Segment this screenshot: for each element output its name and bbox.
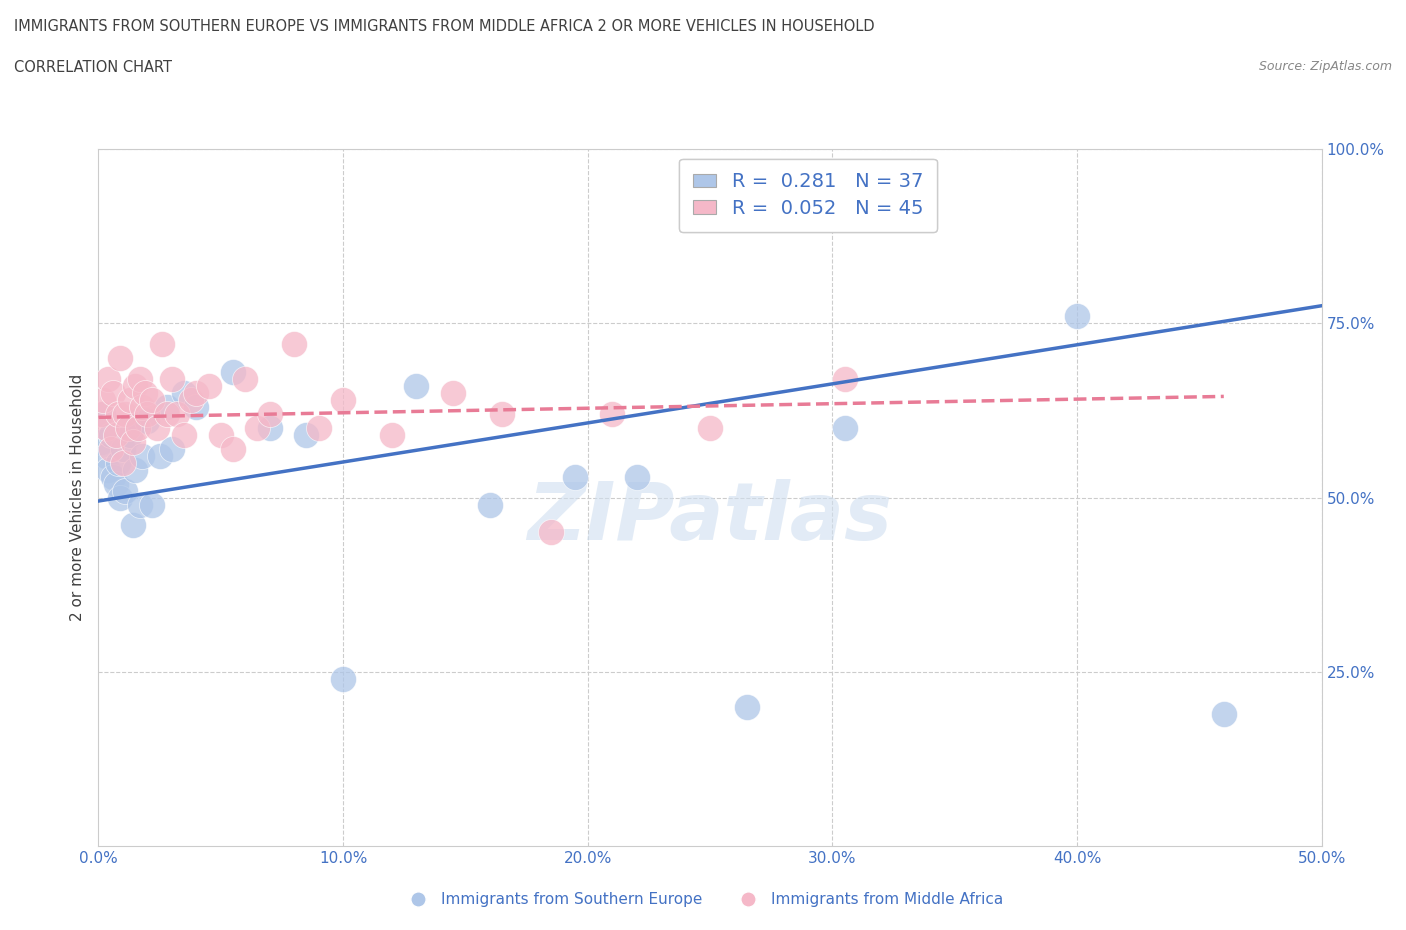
Point [540,525,562,540]
Point [129,371,152,387]
Point [1066,309,1088,324]
Point [478,498,501,512]
Point [150,337,173,352]
Point [197,379,219,393]
Point [283,337,305,352]
Point [233,371,256,387]
Point [222,442,245,457]
Point [141,392,163,407]
Point [120,428,142,443]
Point [117,420,139,435]
Point [110,490,132,505]
Point [146,420,169,435]
Point [114,484,136,498]
Point [117,420,139,435]
Point [131,448,153,463]
Point [104,428,127,443]
Text: Source: ZipAtlas.com: Source: ZipAtlas.com [1258,60,1392,73]
Point [222,365,245,379]
Point [141,498,163,512]
Point [124,379,146,393]
Legend: R =  0.281   N = 37, R =  0.052   N = 45: R = 0.281 N = 37, R = 0.052 N = 45 [679,158,936,232]
Point [134,386,156,401]
Point [156,406,179,421]
Point [107,456,129,471]
Legend: Immigrants from Southern Europe, Immigrants from Middle Africa: Immigrants from Southern Europe, Immigra… [396,886,1010,913]
Point [259,420,281,435]
Point [90,434,112,449]
Point [246,420,269,435]
Point [121,434,143,449]
Point [156,400,179,415]
Point [834,420,856,435]
Point [97,462,120,477]
Point [101,386,124,401]
Point [100,428,122,443]
Point [127,420,149,435]
Point [180,392,202,407]
Point [173,428,195,443]
Point [101,470,124,485]
Point [160,371,183,387]
Point [699,420,721,435]
Point [441,386,464,401]
Point [120,392,142,407]
Point [121,518,143,533]
Point [160,442,183,457]
Point [186,400,208,415]
Point [564,470,586,485]
Point [149,448,172,463]
Point [136,414,159,429]
Point [94,448,117,463]
Point [332,671,354,686]
Point [114,406,136,421]
Point [600,406,623,421]
Point [1212,707,1234,722]
Point [735,699,758,714]
Point [308,420,330,435]
Point [295,428,318,443]
Point [127,414,149,429]
Point [91,392,114,407]
Point [491,406,513,421]
Text: IMMIGRANTS FROM SOUTHERN EUROPE VS IMMIGRANTS FROM MIDDLE AFRICA 2 OR MORE VEHIC: IMMIGRANTS FROM SOUTHERN EUROPE VS IMMIG… [14,19,875,33]
Point [91,406,114,421]
Point [111,456,134,471]
Point [209,428,232,443]
Point [100,442,122,457]
Point [332,392,354,407]
Point [381,428,404,443]
Point [131,400,153,415]
Point [173,386,195,401]
Point [110,351,132,365]
Point [186,386,208,401]
Point [104,476,127,491]
Point [107,406,129,421]
Point [124,462,146,477]
Text: ZIPatlas: ZIPatlas [527,480,893,557]
Point [90,406,112,421]
Point [259,406,281,421]
Text: CORRELATION CHART: CORRELATION CHART [14,60,172,75]
Point [626,470,648,485]
Point [111,442,134,457]
Point [129,498,152,512]
Point [136,406,159,421]
Y-axis label: 2 or more Vehicles in Household: 2 or more Vehicles in Household [70,374,86,621]
Point [94,420,117,435]
Point [97,371,120,387]
Point [834,371,856,387]
Point [166,406,188,421]
Point [405,379,427,393]
